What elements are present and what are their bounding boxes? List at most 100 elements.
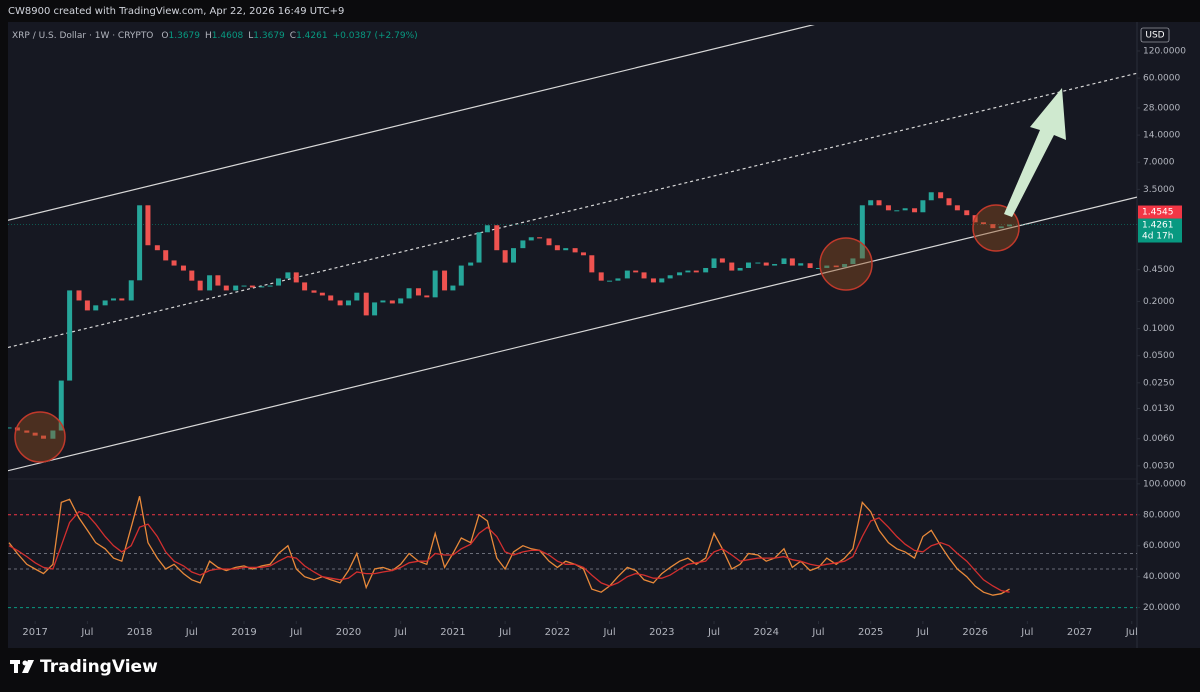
candle bbox=[615, 278, 621, 281]
x-tick-label: 2021 bbox=[440, 627, 465, 638]
candle bbox=[319, 292, 325, 296]
ohlc-value: 1.3679 bbox=[169, 31, 201, 41]
y-tick-label: 0.0060 bbox=[1143, 434, 1175, 444]
y-tick-label: 3.5000 bbox=[1143, 185, 1175, 195]
x-tick-label: 2023 bbox=[649, 627, 674, 638]
x-tick-label: Jul bbox=[80, 627, 93, 638]
y-tick-label: 60.0000 bbox=[1143, 541, 1180, 551]
logo-mark bbox=[14, 660, 18, 673]
candle bbox=[894, 210, 900, 212]
up-arrow bbox=[1004, 88, 1066, 217]
candle bbox=[84, 300, 90, 311]
candle bbox=[468, 262, 474, 266]
candle bbox=[285, 272, 291, 279]
candle bbox=[345, 300, 351, 306]
ohlc-label: H bbox=[205, 31, 212, 41]
candle bbox=[693, 270, 699, 273]
y-tick-label: 0.0250 bbox=[1143, 378, 1175, 388]
candle bbox=[450, 285, 456, 291]
candle bbox=[624, 270, 630, 279]
candle bbox=[128, 280, 134, 301]
x-tick-label: 2022 bbox=[545, 627, 570, 638]
candle bbox=[842, 264, 848, 268]
candle bbox=[406, 288, 412, 299]
candle bbox=[93, 305, 99, 311]
candle bbox=[772, 264, 778, 266]
y-tick-label: 120.0000 bbox=[1143, 46, 1186, 56]
candle bbox=[276, 278, 282, 286]
candle bbox=[163, 250, 169, 261]
y-tick-label: 40.0000 bbox=[1143, 572, 1180, 582]
candle bbox=[58, 380, 64, 431]
y-tick-label: 0.1000 bbox=[1143, 324, 1175, 334]
candle bbox=[1007, 224, 1013, 227]
y-tick-label: 0.0500 bbox=[1143, 351, 1175, 361]
candle bbox=[998, 226, 1004, 229]
x-tick-label: Jul bbox=[498, 627, 511, 638]
candle bbox=[520, 240, 526, 249]
x-tick-label: Jul bbox=[916, 627, 929, 638]
candle bbox=[824, 265, 830, 268]
candle bbox=[807, 263, 813, 268]
candle bbox=[110, 298, 116, 301]
symbol: XRP / U.S. Dollar · 1W · CRYPTO bbox=[12, 31, 153, 41]
currency-box bbox=[1140, 27, 1170, 43]
candle bbox=[24, 430, 30, 433]
candle bbox=[554, 245, 560, 251]
candle bbox=[415, 288, 421, 296]
candle bbox=[259, 286, 265, 288]
x-tick-label: 2024 bbox=[754, 627, 779, 638]
logo: TradingView bbox=[10, 657, 158, 677]
candle bbox=[442, 270, 448, 291]
candle bbox=[119, 298, 125, 301]
candle bbox=[189, 270, 195, 281]
y-tick-label: 14.0000 bbox=[1143, 131, 1180, 141]
candle bbox=[354, 292, 360, 301]
x-tick-label: 2027 bbox=[1067, 627, 1092, 638]
candle bbox=[311, 290, 317, 293]
candle bbox=[546, 238, 552, 246]
candle bbox=[137, 205, 143, 281]
candle bbox=[815, 267, 821, 269]
candle bbox=[537, 237, 543, 239]
candle bbox=[328, 295, 334, 301]
candle bbox=[980, 222, 986, 225]
candle bbox=[398, 298, 404, 304]
x-tick-label: Jul bbox=[1020, 627, 1033, 638]
candle bbox=[954, 205, 960, 211]
x-tick-label: 2019 bbox=[231, 627, 256, 638]
candle bbox=[50, 430, 56, 439]
x-tick-label: 2025 bbox=[858, 627, 883, 638]
candle bbox=[755, 262, 761, 264]
candle bbox=[964, 210, 970, 216]
x-tick-label: 2018 bbox=[127, 627, 152, 638]
candle bbox=[729, 262, 735, 271]
ohlc-label: L bbox=[248, 31, 253, 41]
candle bbox=[389, 300, 395, 304]
candle bbox=[868, 200, 874, 206]
price-marker bbox=[1138, 218, 1182, 243]
candle bbox=[8, 427, 12, 429]
candle bbox=[633, 270, 639, 273]
candle bbox=[885, 205, 891, 211]
candle bbox=[938, 192, 944, 199]
x-tick-label: Jul bbox=[811, 627, 824, 638]
candle bbox=[598, 272, 604, 281]
y-tick-label: 20.0000 bbox=[1143, 603, 1180, 613]
candle bbox=[745, 262, 751, 268]
candle bbox=[641, 272, 647, 279]
price-axis-panel bbox=[1137, 22, 1200, 648]
axes: 120.0000 60.0000 28.0000 14.0000 7.0000 3.500… bbox=[22, 46, 1186, 638]
candle bbox=[650, 278, 656, 283]
candle bbox=[711, 258, 717, 268]
candle bbox=[424, 295, 430, 298]
candle bbox=[337, 300, 343, 306]
candle bbox=[685, 270, 691, 273]
candle bbox=[902, 208, 908, 211]
x-tick-label: Jul bbox=[394, 627, 407, 638]
candle bbox=[363, 292, 369, 316]
price-marker-label: 1.4261 bbox=[1142, 221, 1174, 231]
candle bbox=[876, 200, 882, 206]
candle bbox=[502, 250, 508, 263]
candle bbox=[476, 232, 482, 263]
